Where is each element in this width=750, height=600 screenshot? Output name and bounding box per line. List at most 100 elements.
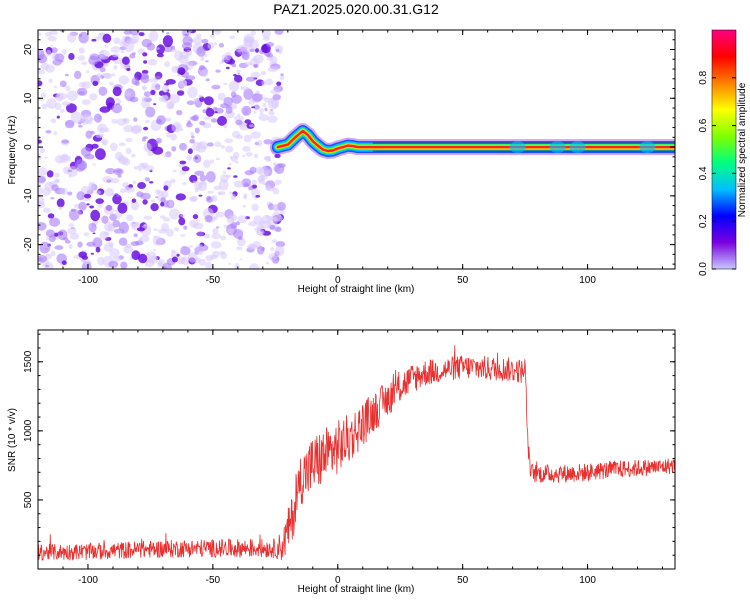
noise-blob [86,203,90,206]
noise-blob [162,35,173,48]
noise-blob [169,178,176,184]
noise-blob [233,175,238,178]
noise-blob [155,189,161,195]
noise-blob [198,194,203,197]
noise-blob [249,124,254,128]
noise-blob [269,224,276,230]
noise-blob [212,250,220,258]
noise-blob [199,174,207,182]
noise-blob [46,170,54,178]
noise-blob [213,42,217,46]
noise-blob [113,168,124,176]
noise-blob [207,142,214,147]
noise-blob [63,155,71,162]
noise-blob [109,81,114,86]
noise-blob [168,153,172,157]
noise-blob [229,191,233,195]
snr-series-line [38,345,675,561]
noise-blob [230,194,236,200]
noise-blob [244,61,253,67]
noise-blob [55,179,60,183]
noise-blob [160,201,165,207]
noise-blob [38,186,43,196]
noise-blob [243,88,254,100]
noise-blob [223,170,226,174]
noise-blob [198,258,207,266]
noise-blob [108,260,119,268]
noise-blob [203,96,214,106]
noise-blob [136,227,145,232]
noise-blob [233,229,244,239]
noise-blob [74,159,86,172]
noise-blob [250,71,261,79]
noise-blob [219,61,224,64]
noise-blob [194,127,200,134]
noise-blob [67,32,77,43]
noise-blob [77,55,85,61]
noise-blob [204,215,213,223]
noise-blob [131,124,143,133]
noise-blob [60,108,65,113]
noise-blob [67,227,77,235]
noise-blob [255,48,259,53]
noise-blob [240,85,249,91]
noise-blob [171,249,176,253]
noise-blob [233,115,244,121]
noise-blob [131,52,136,56]
noise-blob [214,141,222,148]
noise-blob [113,193,118,195]
noise-blob [218,179,229,191]
noise-blob [251,179,257,186]
colorbar: 0.0 0.2 0.4 0.6 0.8 Normalized spectral ampl… [698,29,748,276]
noise-blob [61,49,67,55]
noise-blob [204,233,211,239]
noise-blob [280,73,284,76]
noise-blob [38,69,45,75]
snr-panel: -100 -50 0 50 100 500 1000 1500 Height of stra… [7,329,676,595]
top-x-axis-label: Height of straight line (km) [298,284,415,295]
noise-blob [265,214,270,219]
noise-blob [120,49,125,54]
top-y-tick-label: -10 [23,188,34,203]
noise-blob [259,108,265,113]
noise-blob [140,192,151,200]
noise-blob [113,65,118,70]
noise-blob [218,251,226,255]
noise-blob [243,193,248,198]
noise-blob [43,207,51,213]
noise-blob [64,240,71,244]
noise-blob [113,37,121,45]
noise-blob [115,98,120,102]
noise-blob [193,154,202,163]
noise-blob [248,186,254,191]
noise-blob [189,219,199,228]
noise-blob [80,114,87,120]
noise-blob [225,66,230,70]
noise-blob [64,73,69,77]
noise-blob [142,52,148,57]
noise-blob [99,106,111,113]
noise-blob [182,36,193,46]
snr-frame [37,329,676,570]
noise-blob [151,199,156,203]
noise-blob [211,84,221,90]
noise-blob [103,205,114,215]
bottom-x-axis: -100 -50 0 50 100 [37,330,664,586]
noise-blob [231,94,243,104]
noise-blob [242,146,251,152]
noise-blob [199,120,206,126]
bottom-y-axis: 500 1000 1500 [23,333,675,570]
noise-blob [223,124,228,129]
noise-blob [45,50,52,56]
noise-blob [140,224,152,237]
noise-blob [78,47,85,54]
bottom-y-tick-label: 1000 [23,419,34,442]
noise-blob [89,117,94,121]
noise-blob [267,66,279,73]
noise-blob [61,260,67,266]
noise-blob [123,30,132,35]
noise-blob [95,246,101,253]
noise-blob [192,37,203,45]
noise-blob [113,256,121,262]
noise-blob [192,214,199,220]
